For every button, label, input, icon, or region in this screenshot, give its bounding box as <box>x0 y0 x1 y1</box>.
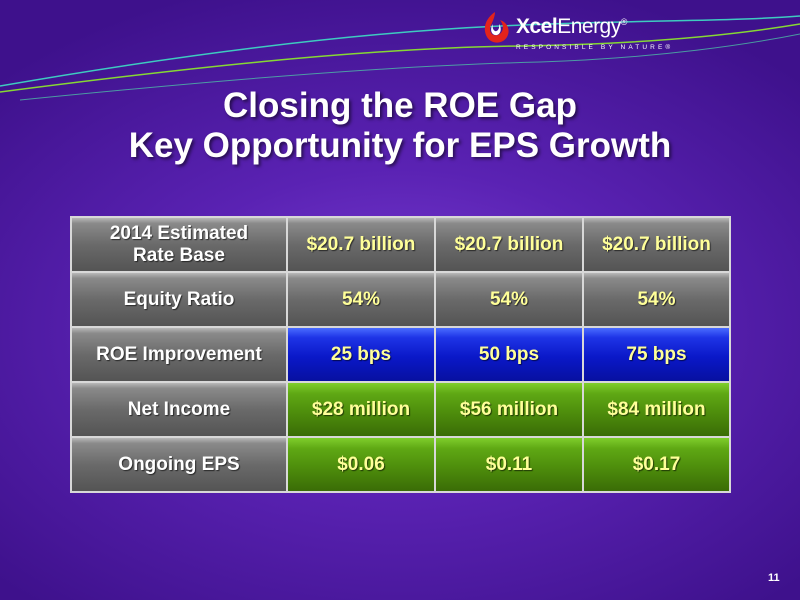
table-cell: $0.06 <box>286 436 436 493</box>
table-row: Equity Ratio 54% 54% 54% <box>70 271 731 328</box>
table-row: Ongoing EPS $0.06 $0.11 $0.17 <box>70 436 731 493</box>
brand-name-regular: Energy <box>557 15 621 38</box>
slide-title: Closing the ROE Gap Key Opportunity for … <box>0 86 800 166</box>
roe-table: 2014 Estimated Rate Base $20.7 billion $20… <box>70 216 731 493</box>
table-cell: $84 million <box>582 381 731 438</box>
slide-title-line2: Key Opportunity for EPS Growth <box>128 126 672 165</box>
row-label: Ongoing EPS <box>70 436 288 493</box>
table-cell: $0.11 <box>434 436 584 493</box>
table-cell: $28 million <box>286 381 436 438</box>
slide-title-line1: Closing the ROE Gap <box>223 86 577 125</box>
table-cell: 75 bps <box>582 326 731 383</box>
brand-tagline: RESPONSIBLE BY NATURE® <box>516 44 674 51</box>
decorative-swoosh-lines <box>0 15 800 101</box>
table-row: Net Income $28 million $56 million $84 mill… <box>70 381 731 438</box>
brand-name: XcelEnergy® <box>516 15 627 39</box>
table-row: 2014 Estimated Rate Base $20.7 billion $20… <box>70 216 731 273</box>
table-cell: $20.7 billion <box>582 216 731 273</box>
row-label: Equity Ratio <box>70 271 288 328</box>
table-cell: $20.7 billion <box>286 216 436 273</box>
page-number: 11 <box>768 572 780 584</box>
table-cell: $56 million <box>434 381 584 438</box>
table-cell: $0.17 <box>582 436 731 493</box>
table-cell: $20.7 billion <box>434 216 584 273</box>
table-row: ROE Improvement 25 bps 50 bps 75 bps <box>70 326 731 383</box>
table-cell: 54% <box>434 271 584 328</box>
brand-name-bold: Xcel <box>516 15 558 38</box>
registered-mark: ® <box>620 17 628 27</box>
row-label: Net Income <box>70 381 288 438</box>
table-cell: 54% <box>582 271 731 328</box>
row-label: 2014 Estimated Rate Base <box>70 216 288 273</box>
table-cell: 25 bps <box>286 326 436 383</box>
table-cell: 50 bps <box>434 326 584 383</box>
xcel-energy-logo: XcelEnergy® RESPONSIBLE BY NATURE® <box>478 10 708 54</box>
row-label: ROE Improvement <box>70 326 288 383</box>
roe-table-body: 2014 Estimated Rate Base $20.7 billion $20… <box>70 216 731 493</box>
table-cell: 54% <box>286 271 436 328</box>
xcel-flame-icon <box>484 12 509 43</box>
